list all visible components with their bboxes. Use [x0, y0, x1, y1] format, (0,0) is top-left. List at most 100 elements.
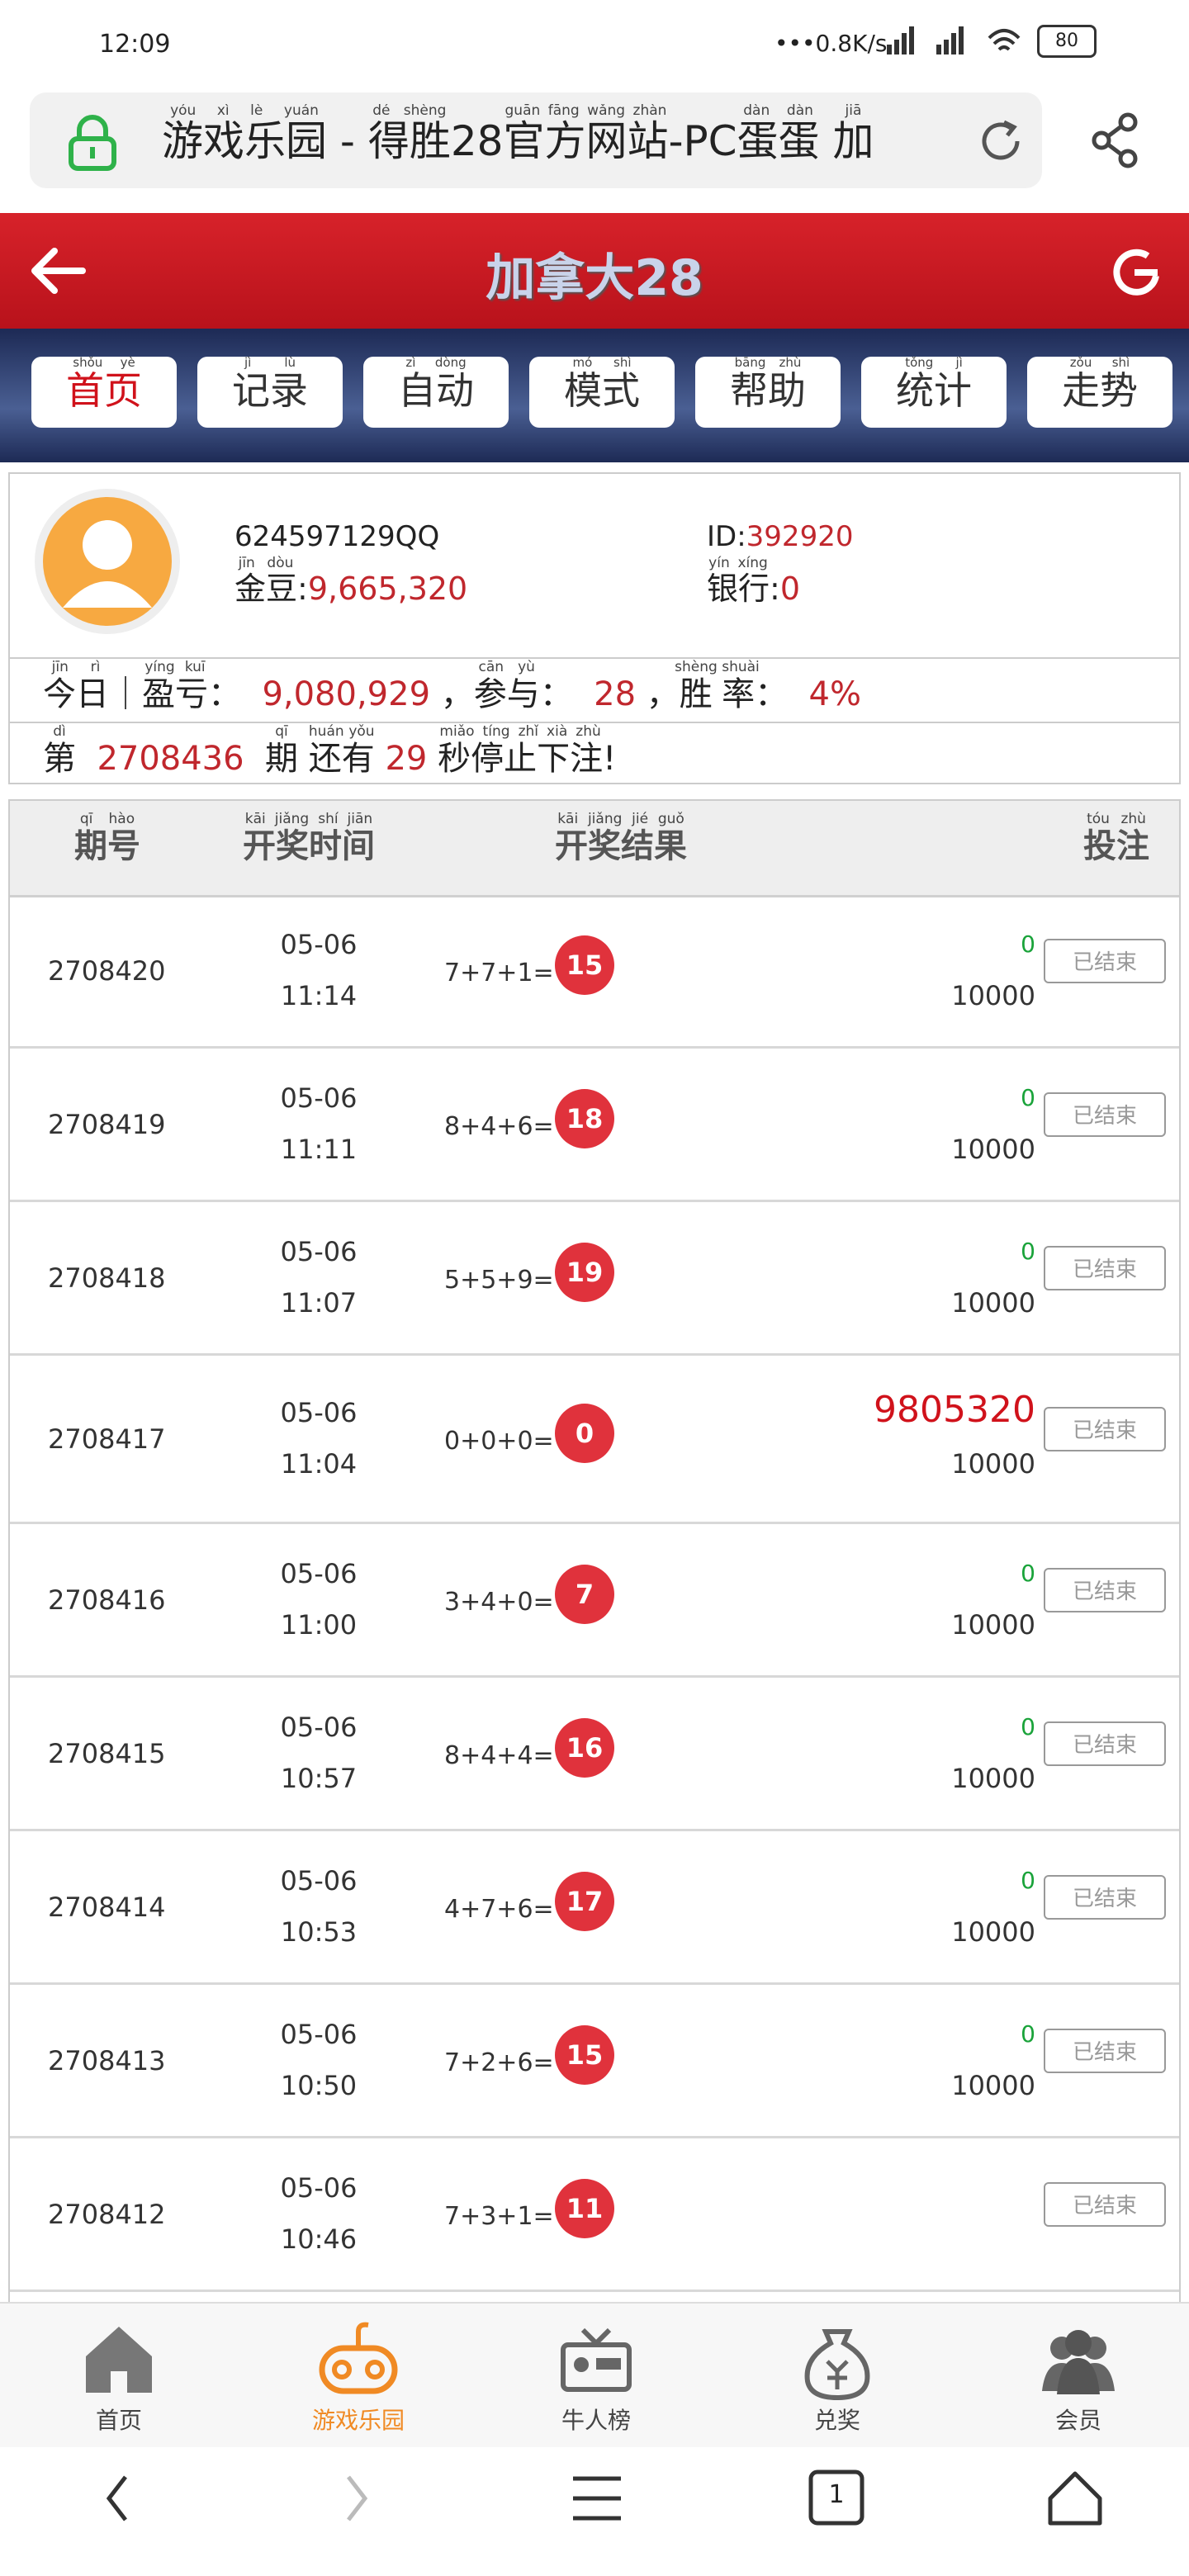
- period: 2708412: [48, 2199, 166, 2230]
- tab[interactable]: 帮助bāng zhù: [695, 355, 841, 428]
- stats-segment-text: 今日: [43, 675, 109, 713]
- forward-key[interactable]: [347, 2475, 368, 2522]
- countdown-segment: 29: [385, 740, 428, 778]
- stats-segment: ：: [208, 675, 263, 713]
- countdown-segment: 第dì: [43, 723, 76, 778]
- tab-label-text: 统计: [896, 368, 972, 413]
- period: 2708413: [48, 2045, 166, 2076]
- nav-label: 首页: [95, 2407, 142, 2434]
- column-header: 期号qī hào: [74, 811, 140, 867]
- nav-icon: [804, 2329, 870, 2401]
- draw-date: 05-06: [280, 1865, 358, 1896]
- stats-segment: ：: [539, 675, 594, 713]
- tab[interactable]: 统计tǒng jì: [861, 355, 1007, 428]
- stats-segment-pinyin: jīn rì: [43, 659, 109, 675]
- draw-time: 10:53: [280, 1916, 358, 1948]
- countdown-segment: [76, 740, 97, 778]
- tab[interactable]: 记录jì lù: [197, 355, 343, 428]
- formula: 8+4+4=: [444, 1741, 554, 1770]
- tab-label-pinyin: zǒu shì: [1062, 355, 1138, 370]
- stats-segment: 28: [594, 675, 637, 713]
- tabs-key[interactable]: [808, 2469, 865, 2526]
- countdown-segment-pinyin: huán yǒu: [308, 723, 375, 740]
- bank-segment: :: [770, 571, 780, 607]
- win-amount: 0: [1021, 1560, 1035, 1587]
- stats-segment: ：: [755, 675, 809, 713]
- address-segment-pinyin: guān fāng wǎng zhàn: [503, 104, 669, 119]
- status-button[interactable]: 已结束: [1044, 2029, 1166, 2073]
- tab[interactable]: 自动zì dòng: [363, 355, 509, 428]
- reload-icon[interactable]: [974, 114, 1029, 168]
- countdown-segment: 还有huán yǒu: [309, 723, 375, 778]
- win-amount: 0: [1021, 2020, 1035, 2048]
- share-icon[interactable]: [1088, 111, 1146, 168]
- refresh-button[interactable]: [1106, 243, 1168, 304]
- bet-amount: 10000: [951, 1134, 1035, 1165]
- period: 2708419: [48, 1109, 166, 1140]
- formula: 7+7+1=: [444, 959, 554, 987]
- tab[interactable]: 首页shǒu yè: [31, 355, 177, 428]
- column-header-text: 开奖时间kāi jiǎng shí jiān: [243, 811, 375, 865]
- back-button[interactable]: [25, 243, 91, 301]
- status-button[interactable]: 已结束: [1044, 2182, 1166, 2227]
- address-segment: 28: [450, 117, 504, 165]
- result-ball: 16: [555, 1718, 614, 1778]
- today-stats: 今日jīn rì｜盈亏yíng kuī： 9,080,929 ，参与cān yù…: [43, 659, 861, 715]
- table-row: 2708419 05-06 11:11 8+4+6= 18 0 10000 已结束: [10, 1049, 1179, 1202]
- page-title: 加拿大28: [486, 249, 703, 307]
- draw-time: 10:50: [280, 2070, 358, 2101]
- draw-date: 05-06: [280, 1712, 358, 1743]
- address-segment-text: 官方网站: [503, 117, 669, 165]
- nav-item[interactable]: 会员: [979, 2320, 1177, 2436]
- table-body: 2708420 05-06 11:14 7+7+1= 15 0 10000 已结束 270841…: [10, 895, 1179, 2304]
- countdown-segment-text: 期: [265, 740, 299, 778]
- draw-date: 05-06: [280, 929, 358, 960]
- column-header-text-text: 开奖结果: [555, 827, 687, 865]
- tab-label-text: 首页: [66, 368, 142, 413]
- formula: 5+5+9=: [444, 1266, 554, 1295]
- status-button[interactable]: 已结束: [1044, 1875, 1166, 1920]
- tab-label: 模式mó shì: [564, 355, 640, 413]
- formula: 8+4+6=: [444, 1112, 554, 1141]
- address-bar[interactable]: 游戏乐园yóu xì lè yuán - 得胜dé shèng28官方网站guā…: [30, 92, 1042, 188]
- system-nav: 1: [0, 2447, 1189, 2576]
- stats-segment: ，: [430, 675, 474, 713]
- history-table: 期号qī hào 开奖时间kāi jiǎng shí jiān 开奖结果kāi ji…: [8, 799, 1181, 2302]
- status-button[interactable]: 已结束: [1044, 1407, 1166, 1451]
- menu-key[interactable]: [573, 2476, 621, 2521]
- bottom-nav: 首页 游戏乐园 牛人榜 兑奖 会员: [0, 2302, 1189, 2449]
- tab-label: 自动zì dòng: [398, 355, 474, 413]
- tab-label: 统计tǒng jì: [896, 355, 972, 413]
- stats-segment: 今日jīn rì: [43, 659, 109, 713]
- tab-label-pinyin: zì dòng: [398, 355, 474, 370]
- tab-label-pinyin: tǒng jì: [896, 355, 972, 370]
- bank-segment: 0: [779, 571, 801, 607]
- nav-item[interactable]: 牛人榜: [497, 2320, 695, 2436]
- status-button[interactable]: 已结束: [1044, 1721, 1166, 1766]
- draw-time: 11:11: [280, 1134, 358, 1165]
- draw-time: 11:14: [280, 980, 358, 1011]
- bet-amount: 10000: [951, 1763, 1035, 1794]
- home-key[interactable]: [1048, 2471, 1102, 2526]
- system-nav-icons: [106, 2469, 1102, 2526]
- status-button[interactable]: 已结束: [1044, 1246, 1166, 1290]
- stats-segment-pinyin: shèng shuài: [675, 659, 760, 675]
- tab[interactable]: 模式mó shì: [529, 355, 675, 428]
- address-segment: 得胜dé shèng: [368, 104, 451, 165]
- back-key[interactable]: [106, 2475, 127, 2522]
- status-button[interactable]: 已结束: [1044, 1092, 1166, 1137]
- win-amount: 0: [1021, 1867, 1035, 1894]
- nav-item[interactable]: 兑奖: [738, 2320, 936, 2436]
- status-button[interactable]: 已结束: [1044, 1568, 1166, 1612]
- beans-segment: :: [297, 571, 308, 607]
- nav-item[interactable]: 首页: [20, 2320, 218, 2436]
- status-button[interactable]: 已结束: [1044, 939, 1166, 983]
- nav-item[interactable]: 游戏乐园: [259, 2320, 457, 2436]
- tab[interactable]: 走势zǒu shì: [1027, 355, 1172, 428]
- win-amount: 0: [1021, 1713, 1035, 1740]
- id-label: ID:: [707, 520, 746, 553]
- column-header: 开奖结果kāi jiǎng jié guǒ: [555, 811, 687, 867]
- countdown-segment-text: 第: [43, 740, 76, 778]
- id-value: 392920: [746, 520, 854, 553]
